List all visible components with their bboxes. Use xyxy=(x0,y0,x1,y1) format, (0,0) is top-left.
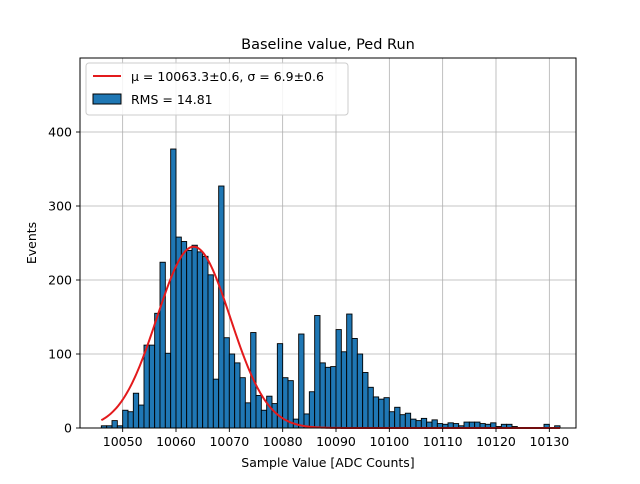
histogram-bar xyxy=(308,391,316,429)
histogram-bar xyxy=(180,241,188,429)
legend-fit-label: μ = 10063.3±0.6, σ = 6.9±0.6 xyxy=(131,69,324,84)
x-tick-label: 10110 xyxy=(423,434,463,449)
histogram-bar xyxy=(239,377,246,429)
histogram-bar xyxy=(196,251,204,429)
histogram-bar xyxy=(404,412,412,429)
histogram-bar xyxy=(207,274,214,429)
y-tick-label: 200 xyxy=(48,273,72,288)
histogram-bar xyxy=(122,409,129,429)
x-tick-label: 10130 xyxy=(529,434,569,449)
x-tick-label: 10060 xyxy=(156,434,196,449)
histogram-bar xyxy=(410,418,417,429)
histogram-bar xyxy=(186,249,193,429)
histogram-bar xyxy=(234,362,241,429)
histogram-bar xyxy=(420,417,428,429)
y-tick-label: 400 xyxy=(48,125,72,140)
histogram-bar xyxy=(212,378,220,429)
histogram-bar xyxy=(388,411,396,429)
histogram-bar xyxy=(356,353,364,429)
x-tick-label: 10120 xyxy=(476,434,516,449)
chart-title: Baseline value, Ped Run xyxy=(241,37,415,53)
y-tick-label: 100 xyxy=(48,347,72,362)
histogram-bar xyxy=(170,148,177,429)
histogram-bar xyxy=(378,398,385,429)
histogram-bar xyxy=(143,344,150,429)
histogram-bar xyxy=(111,420,118,429)
x-axis-ticks: 10050 10060 10070 10080 10090 10100 10110 10120… xyxy=(103,428,569,449)
legend-box xyxy=(85,62,349,116)
histogram-bar xyxy=(223,337,230,429)
histogram-bar xyxy=(271,403,278,429)
histogram-bar xyxy=(148,344,156,429)
histogram-bar xyxy=(351,338,358,429)
histogram-bar xyxy=(266,395,273,429)
histogram-bar xyxy=(218,185,225,429)
histogram-bar xyxy=(260,409,268,429)
x-axis-label: Sample Value [ADC Counts] xyxy=(241,455,414,470)
histogram-bar xyxy=(415,420,422,429)
histogram-bar xyxy=(394,406,401,429)
histogram-bar xyxy=(255,394,262,429)
x-tick-label: 10100 xyxy=(369,434,409,449)
histogram-bar xyxy=(367,386,374,429)
y-axis-label: Events xyxy=(24,222,39,264)
histogram-bar xyxy=(346,313,353,429)
histogram-bar xyxy=(244,402,252,429)
histogram-bar xyxy=(399,414,406,429)
histogram-bar xyxy=(319,362,326,429)
histogram-bar xyxy=(362,372,369,429)
histogram-bar xyxy=(154,312,161,429)
legend-histogram-label: RMS = 14.81 xyxy=(131,92,213,107)
histogram-bar xyxy=(164,352,172,429)
histogram-bar xyxy=(191,244,198,429)
histogram-bar xyxy=(159,261,166,429)
histogram-bar xyxy=(340,351,348,429)
histogram-bar xyxy=(335,329,342,429)
histogram-bars xyxy=(100,148,561,429)
histogram-bar xyxy=(372,396,380,429)
y-tick-label: 300 xyxy=(48,199,72,214)
legend: μ = 10063.3±0.6, σ = 6.9±0.6 RMS = 14.81 xyxy=(85,62,349,116)
y-axis-ticks: 0 100 200 300 400 xyxy=(48,125,80,436)
histogram-bar xyxy=(132,392,140,429)
x-tick-label: 10080 xyxy=(263,434,303,449)
x-tick-label: 10070 xyxy=(209,434,249,449)
histogram-bar xyxy=(324,366,332,429)
histogram-bar xyxy=(138,404,145,429)
grid xyxy=(80,58,576,429)
y-tick-label: 0 xyxy=(64,421,72,436)
histogram-bar xyxy=(298,333,305,429)
histogram-bar xyxy=(383,397,390,429)
histogram-bar xyxy=(228,353,236,429)
histogram-bar xyxy=(330,366,337,429)
x-tick-label: 10090 xyxy=(316,434,356,449)
plot-frame xyxy=(79,57,577,429)
x-tick-label: 10050 xyxy=(103,434,143,449)
histogram-bar xyxy=(431,419,438,429)
histogram-bar xyxy=(314,315,321,429)
histogram-bar xyxy=(202,255,209,429)
histogram-bar xyxy=(127,411,134,429)
legend-histogram-swatch xyxy=(92,93,122,105)
